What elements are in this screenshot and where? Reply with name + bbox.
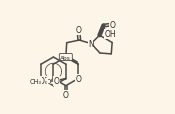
Text: O: O [54, 76, 60, 85]
Text: O: O [75, 26, 81, 35]
Text: CH₃: CH₃ [35, 78, 48, 84]
Text: CH₃: CH₃ [29, 78, 41, 84]
Text: OH: OH [105, 30, 116, 39]
Text: N: N [88, 40, 94, 49]
Text: N: N [88, 40, 94, 49]
Text: Abs: Abs [60, 55, 71, 60]
Text: O: O [63, 91, 69, 99]
Text: O: O [42, 76, 47, 85]
Text: O: O [75, 26, 81, 35]
Text: O: O [110, 21, 116, 30]
Text: O: O [53, 76, 59, 85]
Text: OH: OH [105, 30, 116, 39]
Text: O: O [63, 90, 69, 99]
Text: O: O [110, 21, 116, 30]
Text: O: O [75, 74, 81, 83]
Text: O: O [39, 76, 45, 85]
Text: O: O [75, 74, 81, 83]
Text: O: O [45, 78, 51, 84]
Text: O: O [53, 76, 59, 85]
